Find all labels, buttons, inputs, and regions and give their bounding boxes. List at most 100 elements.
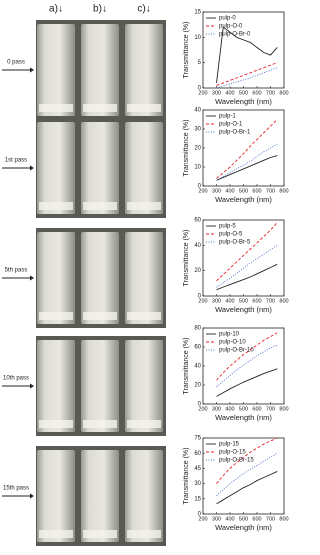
- vial: [81, 340, 119, 432]
- data-line: [216, 332, 278, 381]
- x-axis-label: Wavelength (nm): [215, 523, 272, 532]
- vial-base: [127, 420, 161, 428]
- x-tick-label: 700: [266, 298, 275, 304]
- data-line: [216, 437, 278, 484]
- y-tick-label: 20: [194, 268, 201, 274]
- x-tick-label: 700: [266, 188, 275, 194]
- data-line: [216, 244, 278, 288]
- legend-label: pulp-O-Br-15: [219, 458, 254, 464]
- x-tick-label: 500: [239, 516, 248, 522]
- y-tick-label: 30: [194, 127, 201, 133]
- vial-base: [127, 104, 161, 112]
- y-tick-label: 30: [194, 481, 201, 487]
- vial: [81, 450, 119, 542]
- data-line: [216, 222, 278, 282]
- y-tick-label: 10: [194, 165, 201, 171]
- data-line: [216, 155, 278, 181]
- legend-label: pulp-0: [219, 16, 236, 22]
- x-tick-label: 300: [212, 406, 221, 412]
- vial: [81, 122, 119, 214]
- y-tick-label: 20: [194, 146, 201, 152]
- y-tick-label: 40: [194, 364, 201, 370]
- plot-frame: [202, 219, 285, 297]
- row-arrow-head: [30, 493, 34, 499]
- row-label: 5th pass: [5, 268, 28, 274]
- line-chart: 0 15 30 45 60 75 200 300 400 500 600 700 800 Waveleng…: [183, 436, 289, 532]
- data-line: [216, 344, 278, 388]
- x-tick-label: 800: [279, 516, 288, 522]
- vial-base: [83, 530, 117, 538]
- x-tick-label: 700: [266, 516, 275, 522]
- figure: a)↓ b)↓ c)↓ 0 pass 1st pass 5th pass 10th pass…: [2, 4, 289, 546]
- data-line: [216, 471, 278, 505]
- x-tick-label: 200: [198, 90, 207, 96]
- row-label: 15th pass: [3, 486, 29, 492]
- y-tick-label: 60: [194, 218, 201, 224]
- row-label: 10th pass: [3, 376, 29, 382]
- plot-frame: [202, 109, 285, 187]
- x-axis-label: Wavelength (nm): [215, 97, 272, 106]
- x-tick-label: 600: [252, 298, 261, 304]
- y-axis-label: Transmittance (%): [183, 338, 190, 395]
- x-tick-label: 300: [212, 90, 221, 96]
- x-tick-label: 600: [252, 516, 261, 522]
- photos: a)↓ b)↓ c)↓ 0 pass 1st pass 5th pass 10th pass…: [2, 4, 166, 546]
- x-tick-label: 400: [225, 516, 234, 522]
- y-tick-label: 15: [194, 10, 201, 16]
- x-axis-label: Wavelength (nm): [215, 413, 272, 422]
- x-tick-label: 300: [212, 188, 221, 194]
- vial-base: [127, 312, 161, 320]
- legend-label: pulp-O-Br-5: [219, 240, 251, 246]
- column-label: c)↓: [137, 4, 150, 15]
- line-chart: 0 20 40 60 80 200 300 400 500 600 700 800 Wavelength…: [183, 326, 289, 422]
- vial: [81, 232, 119, 324]
- legend-label: pulp-O-1: [219, 122, 243, 128]
- y-tick-label: 40: [194, 243, 201, 249]
- y-tick-label: 0: [198, 512, 202, 518]
- legend-label: pulp-O-10: [219, 340, 246, 346]
- x-tick-label: 300: [212, 516, 221, 522]
- vial-base: [83, 312, 117, 320]
- vial-base: [83, 104, 117, 112]
- line-chart: 0 20 40 60 200 300 400 500 600 700 800 Wavelength (…: [183, 218, 289, 314]
- x-tick-label: 800: [279, 188, 288, 194]
- x-tick-label: 500: [239, 406, 248, 412]
- data-line: [216, 368, 278, 397]
- x-tick-label: 200: [198, 516, 207, 522]
- x-tick-label: 600: [252, 188, 261, 194]
- y-axis-label: Transmittance (%): [183, 448, 190, 505]
- x-tick-label: 200: [198, 188, 207, 194]
- legend-label: pulp-10: [219, 332, 240, 338]
- vial-base: [127, 202, 161, 210]
- vial: [37, 340, 75, 432]
- vial-base: [39, 104, 73, 112]
- vial: [37, 122, 75, 214]
- legend-label: pulp-1: [219, 114, 236, 120]
- x-tick-label: 600: [252, 90, 261, 96]
- x-tick-label: 800: [279, 298, 288, 304]
- vial-base: [127, 530, 161, 538]
- y-tick-label: 5: [198, 60, 202, 66]
- y-tick-label: 0: [198, 184, 202, 190]
- data-line: [216, 119, 278, 179]
- y-tick-label: 10: [194, 35, 201, 41]
- y-tick-label: 0: [198, 402, 202, 408]
- vial: [125, 24, 163, 116]
- column-label: a)↓: [49, 4, 63, 15]
- y-tick-label: 60: [194, 451, 201, 457]
- x-tick-label: 400: [225, 188, 234, 194]
- x-tick-label: 500: [239, 90, 248, 96]
- legend-label: pulp-O-0: [219, 24, 243, 30]
- vial-base: [83, 420, 117, 428]
- x-tick-label: 200: [198, 406, 207, 412]
- y-tick-label: 15: [194, 496, 201, 502]
- vial: [125, 232, 163, 324]
- data-line: [216, 67, 278, 89]
- y-tick-label: 60: [194, 345, 201, 351]
- line-chart: 0 10 20 30 40 200 300 400 500 600 700 800 Wavelength…: [183, 108, 289, 204]
- x-tick-label: 700: [266, 406, 275, 412]
- x-tick-label: 600: [252, 406, 261, 412]
- plot-frame: [202, 11, 285, 89]
- legend-label: pulp-15: [219, 442, 240, 448]
- row-label: 0 pass: [7, 60, 25, 66]
